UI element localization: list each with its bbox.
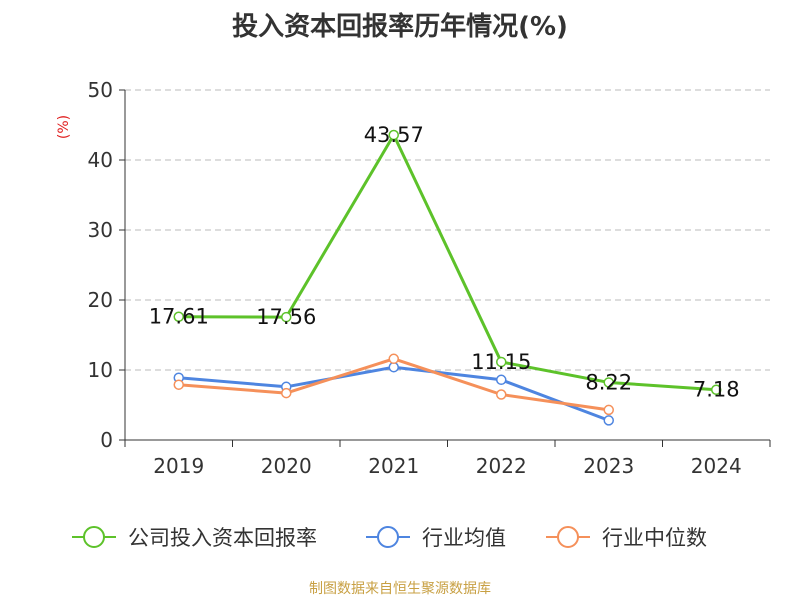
legend-label: 行业均值	[422, 526, 506, 550]
data-label: 17.56	[256, 305, 316, 329]
x-tick-label: 2020	[261, 454, 312, 478]
y-tick-label: 10	[88, 358, 113, 382]
chart-title: 投入资本回报率历年情况(%)	[232, 12, 568, 42]
legend-marker	[557, 526, 579, 548]
data-point	[603, 404, 614, 416]
y-tick-label: 20	[88, 288, 113, 312]
data-point	[281, 387, 292, 399]
y-tick-label: 50	[88, 78, 113, 102]
source-note: 制图数据来自恒生聚源数据库	[309, 581, 491, 597]
legend-label: 公司投入资本回报率	[128, 526, 317, 550]
data-point	[496, 374, 507, 386]
y-tick-label: 0	[100, 428, 113, 452]
series-line	[178, 133, 717, 392]
y-tick-label: 40	[88, 148, 113, 172]
data-point	[603, 377, 614, 388]
y-tick-label: 30	[88, 218, 113, 242]
data-point	[496, 356, 507, 368]
legend-marker	[377, 526, 399, 548]
data-point	[281, 311, 292, 323]
data-label: 17.61	[149, 305, 209, 329]
x-tick-label: 2023	[583, 454, 634, 478]
grid-lines	[125, 89, 770, 371]
data-label: 8.22	[585, 370, 632, 394]
series-lines	[173, 129, 722, 426]
legend-label: 行业中位数	[602, 526, 707, 550]
data-labels: 17.61 17.56 43.57 11.15 8.22 7.18	[149, 123, 740, 402]
data-label: 11.15	[471, 350, 531, 374]
x-tick-label: 2024	[691, 454, 742, 478]
y-axis-unit-label: (%)	[56, 115, 72, 139]
data-point	[173, 379, 184, 390]
data-point	[388, 353, 399, 365]
data-label: 43.57	[364, 123, 424, 147]
data-point	[388, 361, 399, 373]
data-label: 7.18	[693, 378, 740, 402]
data-point	[711, 384, 722, 395]
x-tick-label: 2021	[368, 454, 419, 478]
x-tick-label: 2019	[153, 454, 204, 478]
data-point	[496, 389, 507, 400]
data-point	[603, 415, 614, 426]
series-line	[178, 365, 610, 422]
axes: 0 10 20 30 40 50 2019 2020 2021 2022 2023 2024 (%)	[56, 78, 771, 478]
legend: 公司投入资本回报率 行业均值 行业中位数	[72, 526, 707, 550]
x-tick-label: 2022	[476, 454, 527, 478]
data-point	[173, 311, 184, 322]
data-point	[388, 129, 399, 141]
legend-marker	[83, 526, 105, 548]
